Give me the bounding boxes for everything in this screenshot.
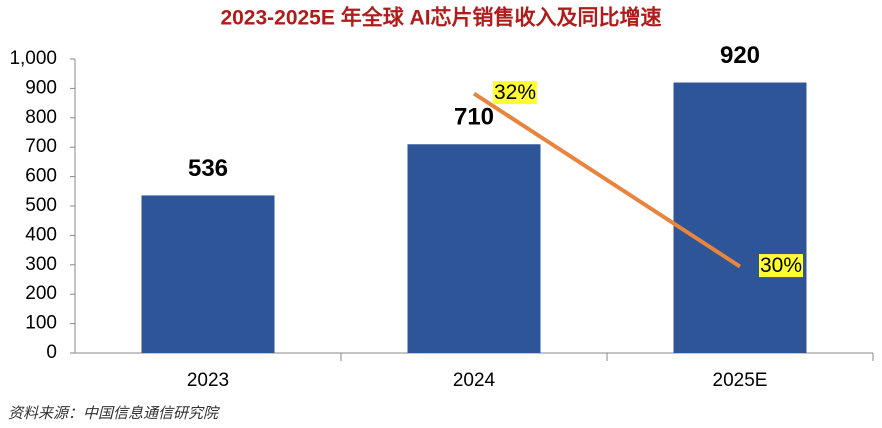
line (472, 91, 742, 269)
chart-title: 2023-2025E 年全球 AI芯片销售收入及同比增速 (220, 6, 661, 30)
y-tick-label: 100 (25, 313, 57, 334)
line-value-label: 30% (760, 254, 802, 277)
y-tick-label: 400 (25, 224, 57, 245)
y-tick-label: 0 (46, 342, 57, 363)
bar-value-label: 536 (188, 155, 228, 182)
line-label-bg (759, 254, 804, 278)
y-tick-label: 300 (25, 254, 57, 275)
bar-value-label: 920 (720, 42, 760, 69)
x-tick-label: 2025E (713, 370, 768, 391)
bar (141, 195, 275, 353)
y-tick-label: 700 (25, 136, 57, 157)
bar-value-label: 710 (454, 104, 494, 131)
y-tick-label: 600 (25, 166, 57, 187)
y-tick-label: 200 (25, 283, 57, 304)
line-label-bg (493, 81, 538, 105)
bar (407, 144, 541, 353)
x-tick-label: 2023 (187, 370, 229, 391)
x-tick-label: 2024 (453, 370, 496, 391)
y-tick-label: 1,000 (9, 48, 57, 69)
source-note: 资料来源：中国信息通信研究院 (8, 405, 220, 422)
bar (673, 82, 807, 354)
line-value-label: 32% (494, 81, 536, 104)
y-tick-label: 500 (25, 195, 57, 216)
y-tick-label: 900 (25, 77, 57, 98)
y-tick-label: 800 (25, 107, 57, 128)
